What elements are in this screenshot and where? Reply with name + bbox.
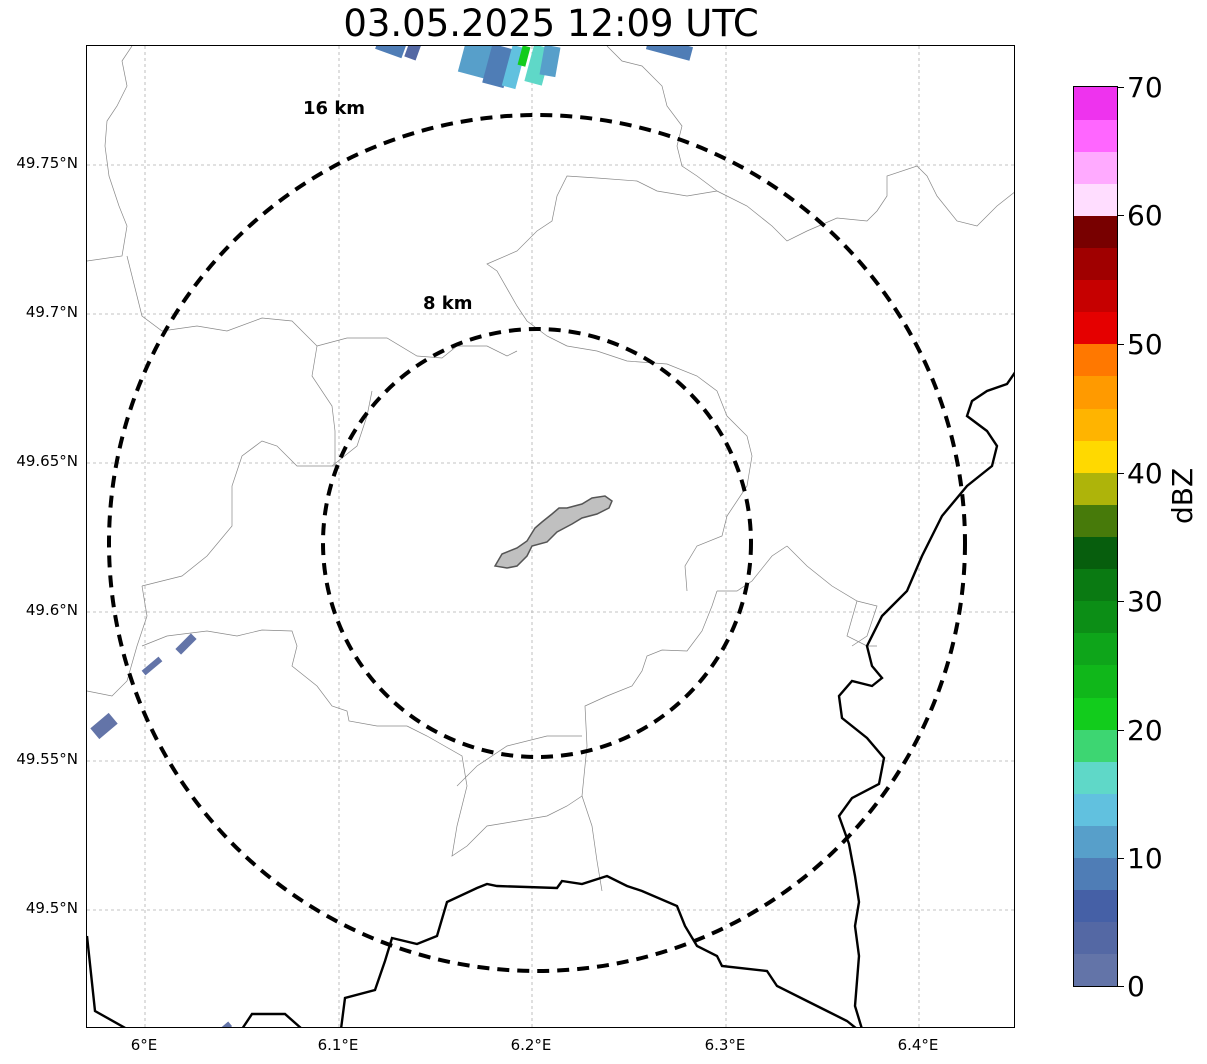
range-ring-label-8km: 8 km — [423, 293, 473, 314]
colorbar-tick-label: 40 — [1127, 457, 1163, 490]
colorbar-bin — [1074, 761, 1117, 794]
colorbar-bin — [1074, 87, 1117, 120]
lat-label: 49.5°N — [25, 899, 78, 917]
colorbar-title: dBZ — [1166, 467, 1199, 524]
colorbar-bin — [1074, 183, 1117, 216]
map-title: 03.05.2025 12:09 UTC — [343, 2, 759, 45]
colorbar-bin — [1074, 697, 1117, 730]
national-border — [87, 371, 1014, 1027]
colorbar-bin — [1074, 857, 1117, 891]
colorbar-tick-label: 50 — [1127, 328, 1163, 361]
colorbar-bin — [1074, 793, 1117, 826]
colorbar-tick — [1118, 87, 1124, 88]
colorbar-bin — [1074, 729, 1117, 762]
lon-label: 6.3°E — [704, 1036, 746, 1054]
colorbar-bin — [1074, 343, 1117, 377]
lat-label: 49.65°N — [16, 452, 78, 470]
lat-label: 49.6°N — [25, 601, 78, 619]
colorbar-tick-label: 30 — [1127, 585, 1163, 618]
colorbar-tick-label: 10 — [1127, 842, 1163, 875]
colorbar-bin — [1074, 119, 1117, 152]
lon-label: 6.4°E — [897, 1036, 939, 1054]
colorbar-bin — [1074, 568, 1117, 602]
radar-echoes — [90, 46, 694, 1027]
lat-label: 49.75°N — [16, 154, 78, 172]
colorbar-tick — [1118, 215, 1124, 216]
colorbar-bin — [1074, 664, 1117, 698]
colorbar-bin — [1074, 472, 1117, 505]
colorbar-tick — [1118, 601, 1124, 602]
colorbar-tick-label: 70 — [1127, 71, 1163, 104]
colorbar-tick — [1118, 986, 1124, 987]
colorbar-bin — [1074, 921, 1117, 955]
lat-label: 49.55°N — [16, 750, 78, 768]
colorbar-bin — [1074, 953, 1117, 987]
range-ring-label-16km: 16 km — [303, 98, 366, 119]
colorbar-bin — [1074, 151, 1117, 184]
colorbar-bin — [1074, 536, 1117, 570]
colorbar-bin — [1074, 825, 1117, 859]
colorbar-bin — [1074, 311, 1117, 345]
colorbar-bin — [1074, 504, 1117, 537]
colorbar-bin — [1074, 440, 1117, 473]
colorbar-bin — [1074, 600, 1117, 634]
graticule — [87, 46, 1014, 1027]
lat-label: 49.7°N — [25, 303, 78, 321]
range-ring-16km — [107, 113, 967, 973]
colorbar-bin — [1074, 279, 1117, 313]
range-rings — [107, 113, 967, 973]
colorbar-tick — [1118, 858, 1124, 859]
colorbar-tick — [1118, 473, 1124, 474]
map-canvas — [87, 46, 1014, 1027]
colorbar-bin — [1074, 408, 1117, 441]
colorbar-tick-label: 20 — [1127, 714, 1163, 747]
colorbar-bin — [1074, 889, 1117, 923]
radar-map[interactable] — [86, 45, 1015, 1028]
lon-label: 6.1°E — [317, 1036, 359, 1054]
lon-label: 6.2°E — [510, 1036, 552, 1054]
commune-borders — [87, 46, 1014, 892]
colorbar-bin — [1074, 632, 1117, 666]
colorbar-tick-label: 60 — [1127, 199, 1163, 232]
lon-label: 6°E — [130, 1036, 158, 1054]
colorbar-tick — [1118, 730, 1124, 731]
range-ring-8km — [321, 327, 753, 759]
colorbar-bin — [1074, 215, 1117, 249]
colorbar-bin — [1074, 375, 1117, 409]
colorbar-bin — [1074, 247, 1117, 281]
colorbar — [1073, 86, 1118, 987]
colorbar-tick-label: 0 — [1127, 970, 1145, 1003]
city-outline — [493, 495, 613, 569]
colorbar-tick — [1118, 344, 1124, 345]
